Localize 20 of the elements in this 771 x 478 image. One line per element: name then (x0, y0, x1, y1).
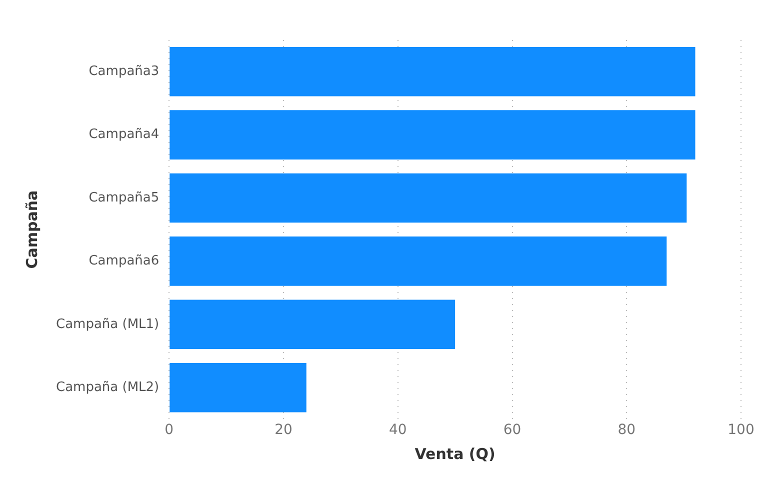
y-tick-label: Campaña3 (88, 64, 160, 79)
bar (170, 46, 696, 96)
x-tick-label: 0 (164, 422, 174, 438)
bar (170, 173, 687, 223)
y-tick-label: Campaña (ML1) (56, 316, 160, 332)
x-tick-label: 40 (388, 422, 407, 438)
bar (170, 110, 696, 160)
y-axis-title: Campaña (22, 190, 41, 269)
x-tick-label: 100 (728, 422, 754, 438)
y-tick-label: Campaña5 (88, 190, 160, 206)
y-tick-label: Campaña (ML2) (56, 380, 160, 395)
x-tick-label: 20 (274, 422, 292, 438)
x-axis-title: Venta (Q) (414, 444, 496, 463)
bar (170, 236, 667, 286)
y-tick-label: Campaña4 (88, 127, 160, 142)
bar (170, 362, 306, 412)
y-tick-label: Campaña6 (88, 254, 160, 269)
x-tick-label: 80 (618, 422, 636, 438)
x-tick-label: 60 (503, 422, 522, 438)
bar (170, 300, 456, 350)
